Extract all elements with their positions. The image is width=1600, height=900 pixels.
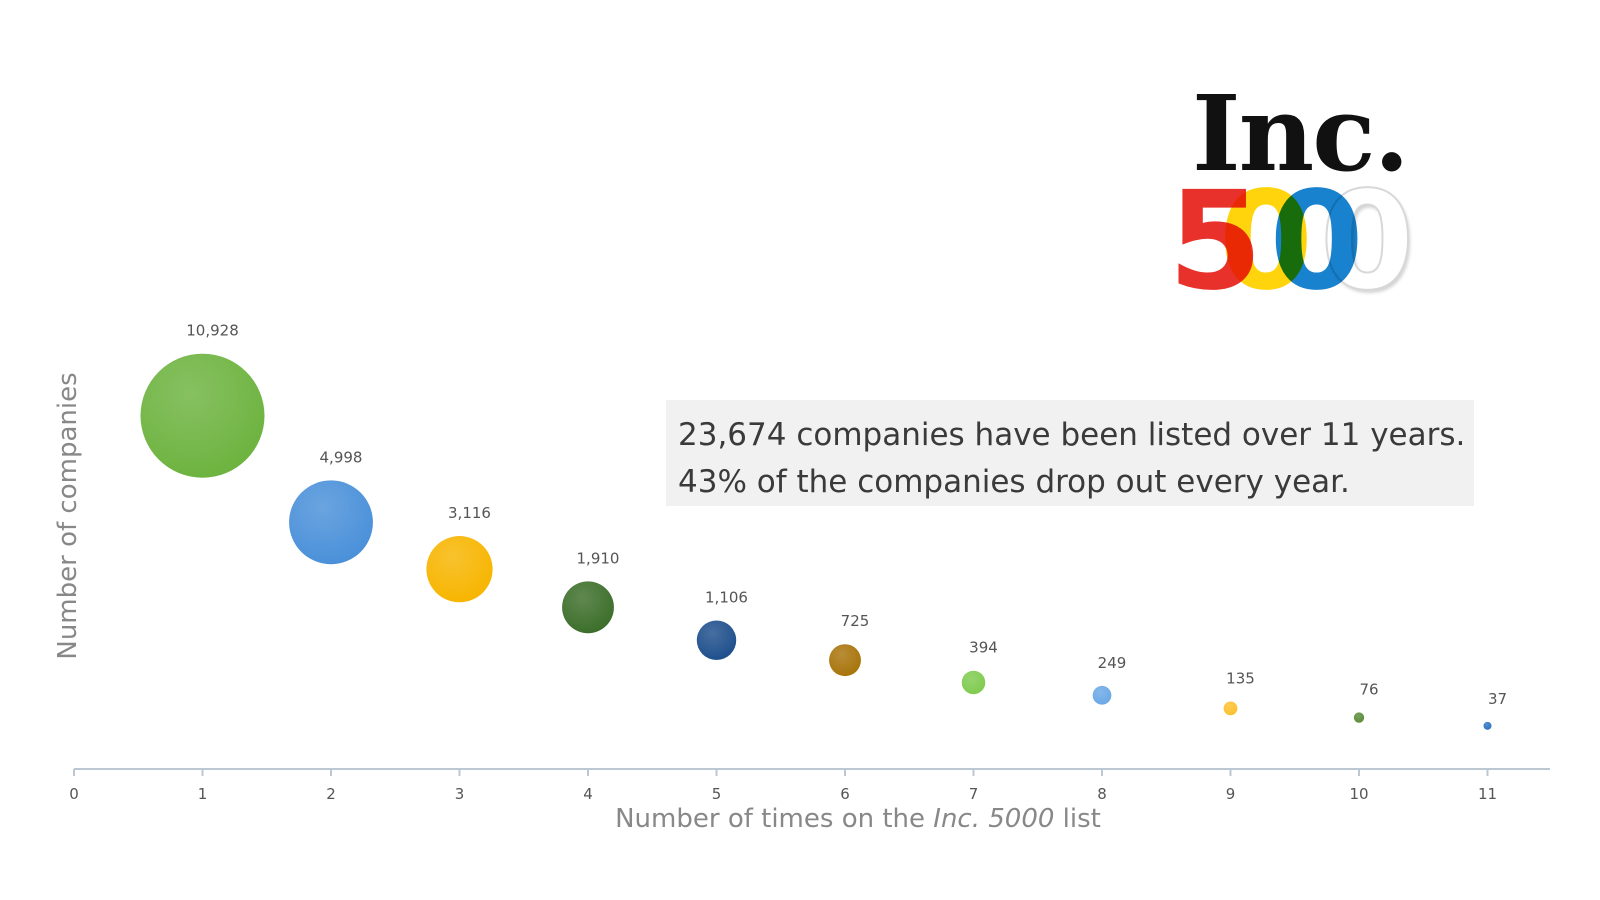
bubble-value-label: 135 [1226, 670, 1255, 688]
bubble-9-times [1223, 701, 1238, 716]
logo-digit-white: 0 [1319, 163, 1416, 321]
x-tick-label: 10 [1349, 785, 1368, 803]
bubble-value-label: 394 [969, 639, 998, 657]
bubble-1-times [140, 353, 265, 478]
bubble-value-label: 1,910 [577, 549, 620, 567]
x-axis-label-suffix: list [1054, 804, 1100, 834]
x-axis-label: Number of times on the Inc. 5000 list [615, 804, 1101, 834]
x-axis-label-prefix: Number of times on the [615, 804, 933, 834]
x-axis-label-italic: Inc. 5000 [933, 804, 1054, 834]
callout-line-2: 43% of the companies drop out every year… [678, 464, 1350, 500]
x-tick-label: 6 [840, 785, 850, 803]
bubble-2-times [289, 480, 373, 565]
bubble-value-label: 3,116 [448, 504, 491, 522]
bubble-value-label: 249 [1098, 654, 1127, 672]
logo-5000-digits: 5000 [1168, 163, 1416, 321]
bubble-6-times [829, 644, 861, 677]
x-tick-label: 1 [198, 785, 208, 803]
bubble-3-times [426, 536, 493, 603]
x-tick-label: 11 [1478, 785, 1497, 803]
callout-line-1: 23,674 companies have been listed over 1… [678, 417, 1466, 453]
bubble-7-times [961, 670, 986, 695]
bubble-value-label: 76 [1359, 680, 1378, 698]
x-tick-label: 9 [1226, 785, 1236, 803]
x-tick-label: 2 [326, 785, 336, 803]
bubble-4-times [562, 581, 614, 634]
x-tick-label: 4 [583, 785, 593, 803]
bubble-value-label: 4,998 [320, 448, 363, 466]
bubble-8-times [1092, 685, 1112, 705]
logo-digit-red: 5 [1168, 163, 1263, 321]
bubble-value-label: 725 [841, 612, 870, 630]
y-axis-label: Number of companies [53, 372, 83, 659]
x-tick-label: 3 [455, 785, 465, 803]
x-tick-label: 0 [69, 785, 79, 803]
logo-digit-blue: 0 [1269, 163, 1364, 321]
x-tick-label: 5 [712, 785, 722, 803]
bubble-11-times [1483, 721, 1492, 730]
x-tick-label: 7 [969, 785, 979, 803]
logo-digit-yellow: 0 [1218, 163, 1314, 321]
bubble-value-label: 10,928 [186, 322, 239, 340]
bubble-value-label: 37 [1488, 690, 1507, 708]
summary-callout: 23,674 companies have been listed over 1… [666, 400, 1474, 506]
x-tick-label: 8 [1097, 785, 1107, 803]
bubble-5-times [696, 620, 737, 660]
inc-5000-logo: Inc. 5000 [1168, 72, 1488, 321]
bubble-value-label: 1,106 [705, 589, 748, 607]
inc-logo-word: Inc. [1192, 72, 1410, 195]
bubble-10-times [1353, 712, 1365, 723]
